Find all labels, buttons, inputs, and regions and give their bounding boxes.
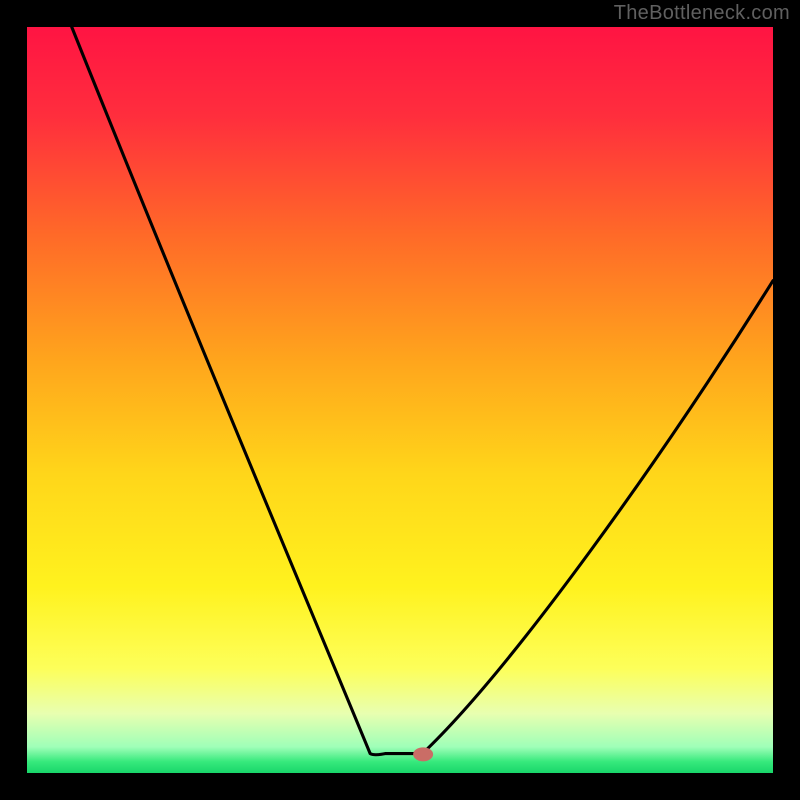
gradient-background bbox=[27, 27, 773, 773]
frame-left bbox=[0, 0, 27, 800]
frame-right bbox=[773, 0, 800, 800]
watermark-text: TheBottleneck.com bbox=[614, 2, 790, 25]
optimum-marker bbox=[413, 747, 433, 761]
frame-bottom bbox=[0, 773, 800, 800]
bottleneck-chart bbox=[0, 0, 800, 800]
chart-container: TheBottleneck.com bbox=[0, 0, 800, 800]
